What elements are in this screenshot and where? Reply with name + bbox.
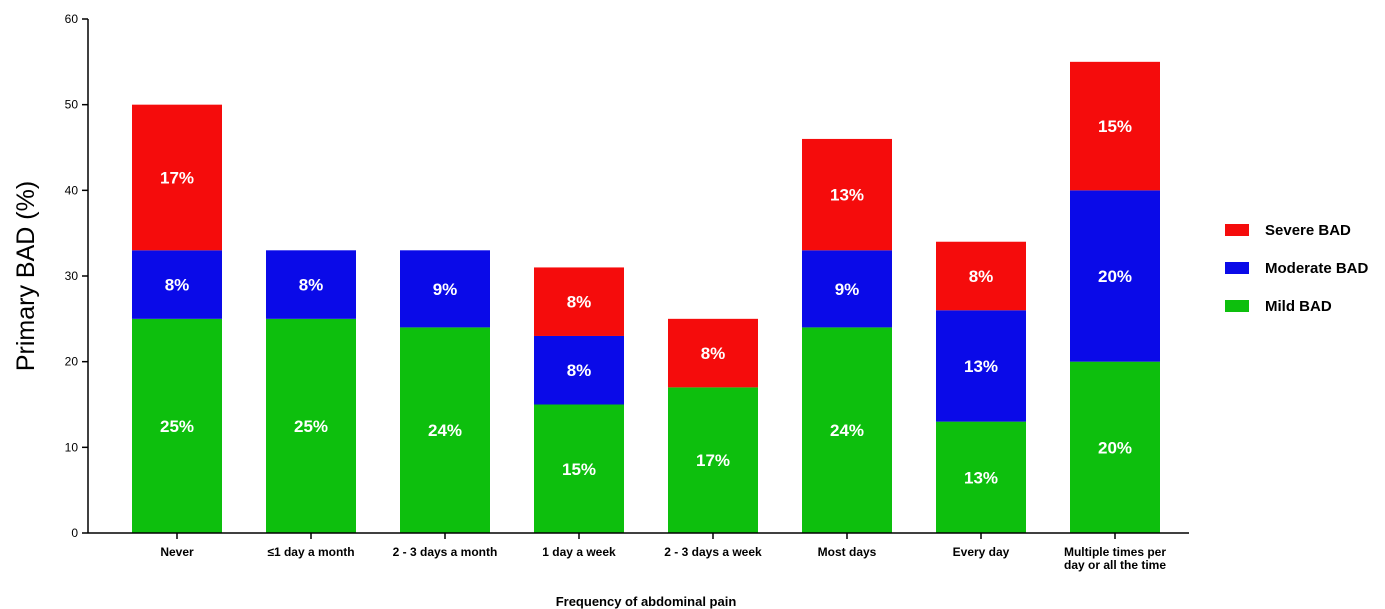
x-tick-label: Every day — [953, 545, 1010, 559]
legend-entry-label: Moderate BAD — [1265, 260, 1369, 277]
bar-data-label: 8% — [165, 276, 190, 295]
bar-segment — [1070, 361, 1160, 533]
bar-segment — [132, 250, 222, 319]
bar-data-label: 25% — [294, 417, 328, 436]
bar-data-label: 8% — [969, 267, 994, 286]
y-axis: 0 10 20 30 40 50 60 — [65, 12, 89, 540]
bar-data-label: 13% — [830, 186, 864, 205]
y-tick-label: 0 — [71, 526, 78, 540]
bar-segment — [936, 421, 1026, 533]
y-axis-label: Primary BAD (%) — [12, 181, 40, 371]
bar-segment — [1070, 190, 1160, 362]
legend-entry-label: Mild BAD — [1265, 298, 1332, 315]
bar-segment — [668, 318, 758, 388]
bar-data-label: 8% — [701, 344, 726, 363]
bar-segment — [400, 327, 490, 533]
bar-segment — [132, 318, 222, 533]
bar-data-label: 8% — [299, 276, 324, 295]
bar-segment — [802, 327, 892, 533]
legend-swatch — [1225, 262, 1249, 274]
y-tick-label: 10 — [65, 440, 79, 454]
bar-data-label: 13% — [964, 468, 998, 487]
bar-data-label: 9% — [433, 280, 458, 299]
x-tick-label: Multiple times per — [1064, 545, 1166, 559]
y-tick-label: 40 — [65, 183, 79, 197]
bar-data-label: 8% — [567, 293, 592, 312]
legend-swatch — [1225, 300, 1249, 312]
x-axis: Never ≤1 day a month 2 - 3 days a month 1 d… — [88, 532, 1189, 572]
bar-segment — [266, 250, 356, 319]
bars: 25% 8% 17% 25% 8% 24% 9% 15% 8% 8% 17% 8% 24% 9% 13% 13… — [132, 61, 1160, 533]
bar-segment — [534, 335, 624, 405]
bar-segment — [534, 267, 624, 336]
bar-segment — [400, 250, 490, 328]
legend: Severe BAD Moderate BAD Mild BAD — [1225, 222, 1369, 315]
bar-segment — [1070, 61, 1160, 191]
x-axis-label: Frequency of abdominal pain — [556, 594, 737, 609]
y-tick-label: 20 — [65, 355, 79, 369]
x-tick-label: Most days — [818, 545, 877, 559]
bar-segment — [534, 404, 624, 533]
x-tick-label: day or all the time — [1064, 558, 1166, 572]
x-tick-label: 1 day a week — [542, 545, 616, 559]
bar-segment — [936, 241, 1026, 311]
bar-data-label: 24% — [830, 421, 864, 440]
bar-data-label: 17% — [160, 168, 194, 187]
bar-segment — [936, 310, 1026, 422]
bar-segment — [132, 104, 222, 251]
x-tick-label: 2 - 3 days a month — [393, 545, 498, 559]
bar-data-label: 15% — [562, 460, 596, 479]
bar-data-label: 25% — [160, 417, 194, 436]
y-tick-label: 50 — [65, 98, 79, 112]
bar-data-label: 9% — [835, 280, 860, 299]
bar-data-label: 13% — [964, 357, 998, 376]
bar-segment — [266, 318, 356, 533]
y-tick-label: 60 — [65, 12, 79, 26]
legend-entry-label: Severe BAD — [1265, 222, 1351, 239]
x-tick-label: 2 - 3 days a week — [664, 545, 762, 559]
x-tick-label: Never — [160, 545, 194, 559]
bar-segment — [802, 138, 892, 251]
y-tick-label: 30 — [65, 269, 79, 283]
bar-segment — [668, 387, 758, 533]
x-tick-label: ≤1 day a month — [267, 545, 354, 559]
bar-data-label: 20% — [1098, 267, 1132, 286]
bar-data-label: 20% — [1098, 438, 1132, 457]
legend-swatch — [1225, 224, 1249, 236]
bar-data-label: 8% — [567, 361, 592, 380]
bar-segment — [802, 250, 892, 328]
bar-data-label: 15% — [1098, 117, 1132, 136]
bar-data-label: 24% — [428, 421, 462, 440]
bar-data-label: 17% — [696, 451, 730, 470]
